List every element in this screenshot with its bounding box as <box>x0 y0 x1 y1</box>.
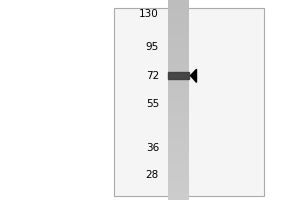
Bar <box>168 13 189 15</box>
Bar <box>168 58 189 60</box>
Bar <box>168 175 189 178</box>
Bar <box>168 195 189 198</box>
Bar <box>168 180 189 183</box>
Bar <box>168 75 189 78</box>
Bar <box>168 48 189 50</box>
Bar <box>168 5 189 8</box>
Bar <box>168 150 189 153</box>
Bar <box>168 80 189 83</box>
Text: 55: 55 <box>146 99 159 109</box>
Bar <box>168 23 189 25</box>
Bar <box>168 25 189 28</box>
Bar <box>168 98 189 100</box>
Bar <box>168 10 189 13</box>
Bar <box>168 55 189 58</box>
Bar <box>168 138 189 140</box>
Bar <box>168 65 189 68</box>
Bar <box>168 110 189 113</box>
Bar <box>168 3 189 5</box>
Text: 36: 36 <box>146 143 159 153</box>
Bar <box>168 193 189 195</box>
Bar <box>168 83 189 85</box>
Bar <box>168 113 189 115</box>
Bar <box>168 133 189 135</box>
Bar <box>168 190 189 193</box>
Bar <box>168 90 189 93</box>
Bar <box>168 130 189 133</box>
Bar <box>168 115 189 118</box>
Bar <box>168 160 189 163</box>
Bar <box>168 188 189 190</box>
Bar <box>168 93 189 95</box>
Bar <box>168 178 189 180</box>
Bar <box>168 123 189 125</box>
Bar <box>168 0 189 3</box>
Bar <box>168 185 189 188</box>
Bar <box>168 155 189 158</box>
Bar <box>168 32 189 35</box>
Bar <box>168 142 189 145</box>
Bar <box>168 135 189 138</box>
Bar <box>168 102 189 105</box>
Bar <box>168 40 189 43</box>
Bar <box>168 78 189 80</box>
Text: 28: 28 <box>146 170 159 180</box>
Bar <box>168 35 189 38</box>
Bar <box>168 120 189 123</box>
Text: 95: 95 <box>146 42 159 52</box>
Bar <box>168 170 189 172</box>
Bar <box>168 70 189 73</box>
Text: 130: 130 <box>139 9 159 19</box>
Bar <box>168 172 189 175</box>
Bar <box>168 140 189 142</box>
Bar <box>168 53 189 55</box>
Bar <box>114 8 264 196</box>
Bar <box>168 148 189 150</box>
Bar <box>168 100 189 102</box>
Bar <box>168 28 189 30</box>
Text: 72: 72 <box>146 71 159 81</box>
Bar <box>168 45 189 48</box>
Bar <box>168 20 189 23</box>
Bar <box>168 168 189 170</box>
Bar <box>168 43 189 45</box>
Bar <box>168 108 189 110</box>
Bar <box>168 105 189 108</box>
Bar <box>168 118 189 120</box>
Bar <box>168 15 189 18</box>
Bar <box>168 95 189 98</box>
Polygon shape <box>190 69 196 82</box>
Bar <box>168 145 189 148</box>
Bar <box>168 60 189 63</box>
Bar <box>168 85 189 88</box>
Bar <box>168 125 189 128</box>
Bar <box>168 8 189 10</box>
Bar <box>168 38 189 40</box>
Bar <box>168 163 189 165</box>
Bar <box>168 198 189 200</box>
Bar <box>168 73 189 75</box>
Bar <box>168 183 189 185</box>
Bar <box>168 63 189 65</box>
Bar <box>168 128 189 130</box>
Bar <box>168 165 189 168</box>
Bar <box>168 153 189 155</box>
Bar <box>168 88 189 90</box>
Bar <box>168 30 189 32</box>
Bar <box>168 158 189 160</box>
Bar <box>168 72 189 79</box>
Bar <box>168 68 189 70</box>
Bar <box>168 18 189 20</box>
Bar <box>168 50 189 53</box>
